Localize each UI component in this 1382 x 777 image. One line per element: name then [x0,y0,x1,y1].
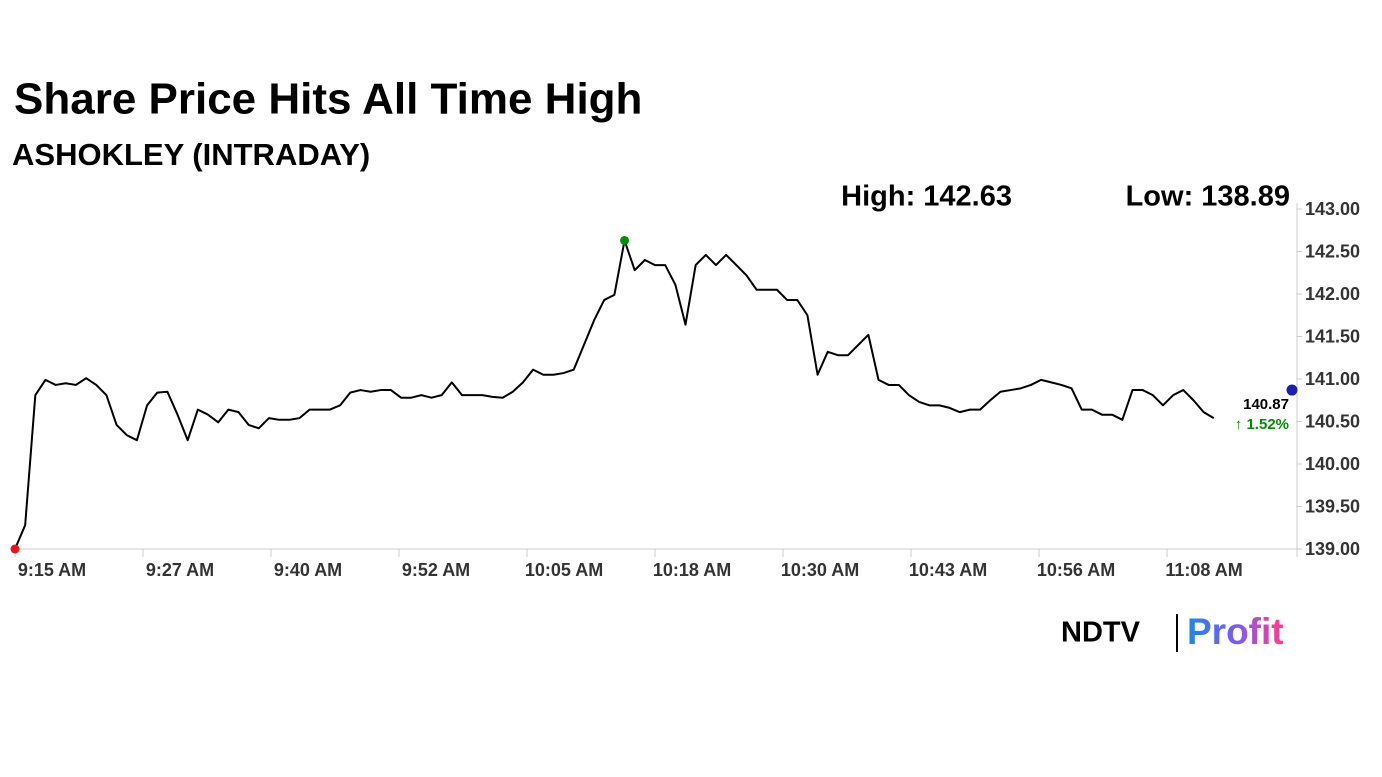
y-tick-label: 140.00 [1305,454,1360,474]
chart-subtitle: ASHOKLEY (INTRADAY) [12,137,370,172]
x-tick-label: 10:18 AM [653,560,731,580]
high-label: High: 142.63 [841,181,1012,213]
last-dot [1286,384,1298,396]
y-tick-label: 140.50 [1305,411,1360,431]
y-tick-label: 141.50 [1305,326,1360,346]
x-tick-label: 9:40 AM [274,560,342,580]
y-tick-label: 141.00 [1305,369,1360,389]
y-tick-label: 143.00 [1305,199,1360,219]
x-tick-label: 9:52 AM [402,560,470,580]
price-line [14,239,1215,550]
x-tick-label: 10:56 AM [1037,560,1115,580]
low-label: Low: 138.89 [1126,181,1290,213]
start-dot [10,544,20,554]
x-tick-label: 10:30 AM [781,560,859,580]
y-tick-label: 139.50 [1305,496,1360,516]
brand-ndtv: NDTV [1061,617,1141,649]
x-tick-label: 11:08 AM [1165,560,1242,580]
x-tick-label: 9:27 AM [146,560,214,580]
x-tick-label: 10:05 AM [525,560,603,580]
high-dot [620,235,630,245]
y-tick-label: 142.00 [1305,284,1360,304]
x-tick-label: 10:43 AM [909,560,987,580]
x-tick-label: 9:15 AM [18,560,86,580]
y-tick-label: 139.00 [1305,539,1360,559]
last-price-label: 140.87 [1243,396,1289,413]
brand-profit: Profit [1187,611,1284,652]
change-label: ↑ 1.52% [1235,416,1289,433]
y-tick-label: 142.50 [1305,241,1360,261]
chart-title: Share Price Hits All Time High [14,75,642,124]
